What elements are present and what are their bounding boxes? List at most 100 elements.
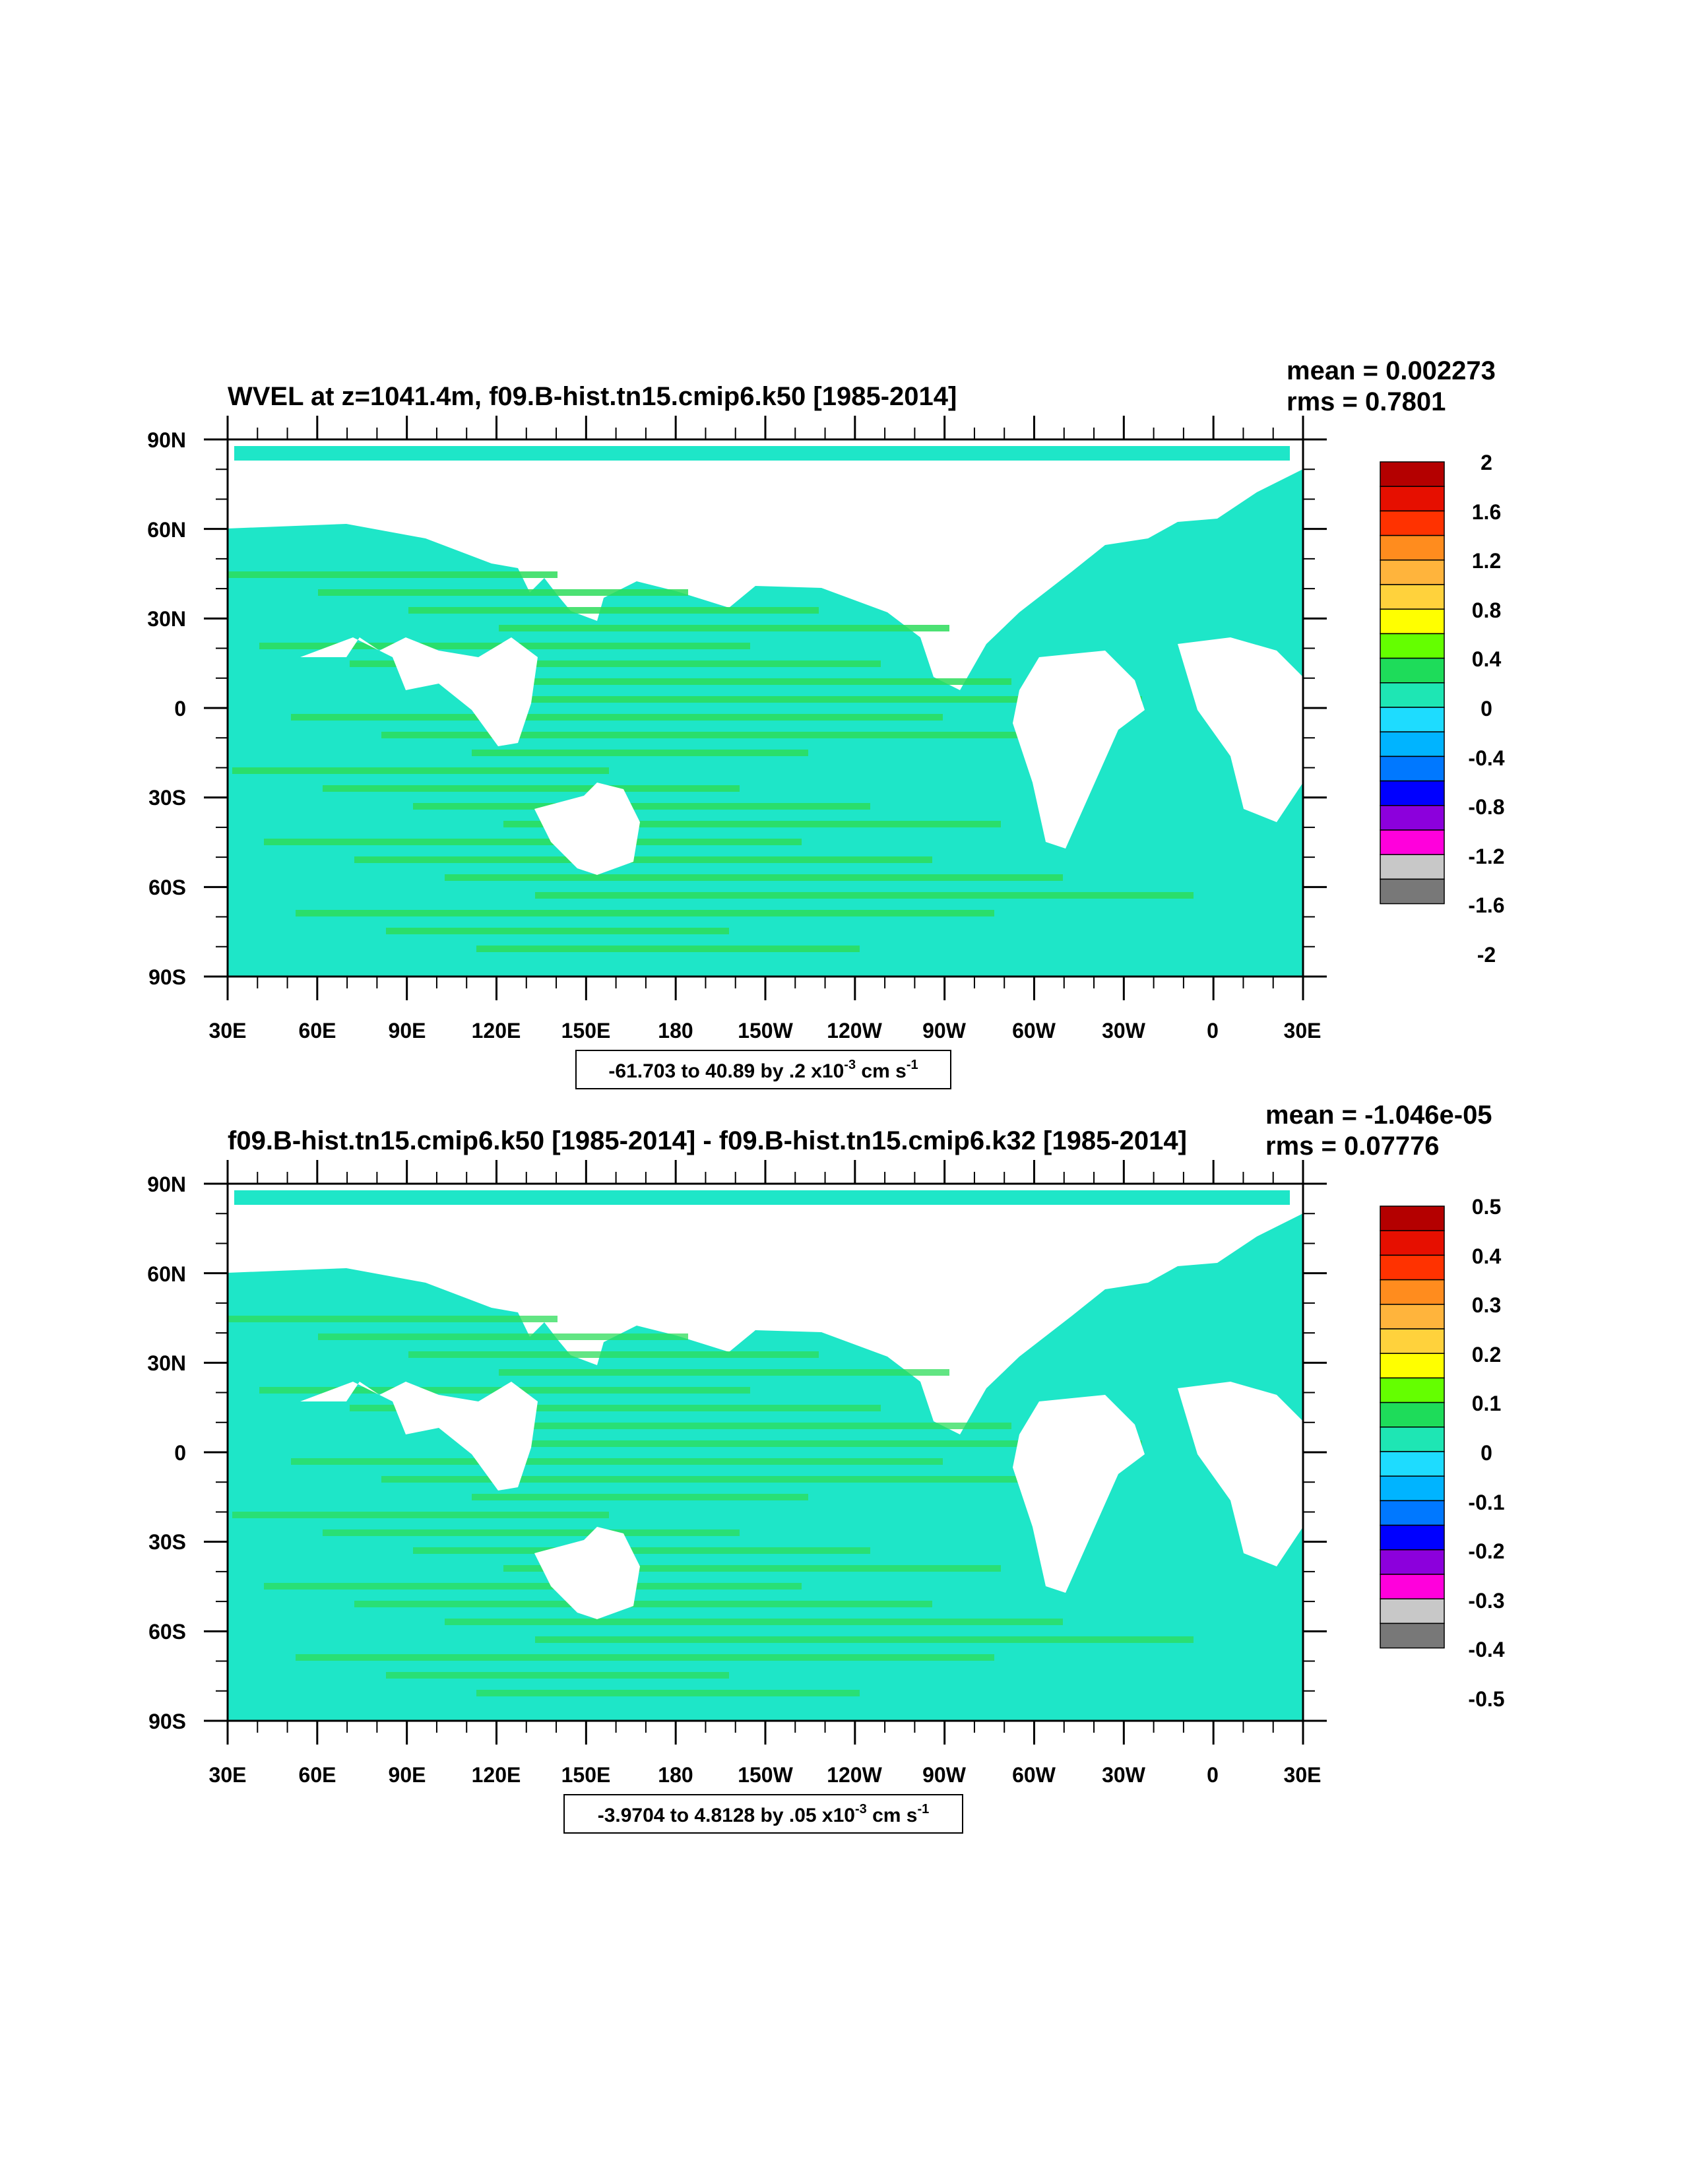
colorbar-swatch xyxy=(1380,1524,1445,1551)
lat-label: 30S xyxy=(148,786,186,810)
colorbar-label: -0.8 xyxy=(1468,795,1504,819)
contour-info-text: -61.703 to 40.89 by .2 x10 xyxy=(608,1060,844,1082)
panel-1: WVEL at z=1041.4m, f09.B-hist.tn15.cmip6… xyxy=(147,356,1505,1089)
colorbar-swatch xyxy=(1380,461,1445,487)
colorbar-swatch xyxy=(1380,878,1445,905)
ocean-band xyxy=(381,732,1073,738)
ocean-band xyxy=(445,874,1063,881)
lat-label: 60N xyxy=(147,1262,186,1286)
colorbar-label: -2 xyxy=(1477,943,1496,967)
ocean-band xyxy=(408,607,819,614)
panel-1-mean: mean = 0.002273 xyxy=(1287,356,1496,385)
colorbar-swatch xyxy=(1380,707,1445,732)
colorbar-label: 1.6 xyxy=(1472,500,1501,524)
lon-label: 90W xyxy=(922,1763,967,1787)
panel-2-lon-labels: 30E 60E 90E 120E 150E 180 150W 120W 90W … xyxy=(209,1763,1322,1787)
colorbar-label: 2 xyxy=(1481,451,1492,474)
colorbar-label: 0.4 xyxy=(1472,1244,1502,1268)
panel-1-map xyxy=(228,439,1303,977)
colorbar-swatch xyxy=(1380,1328,1445,1354)
colorbar-swatch xyxy=(1380,510,1445,536)
ocean-band xyxy=(296,910,994,916)
colorbar-swatch xyxy=(1380,755,1445,782)
ocean-band xyxy=(386,1672,729,1679)
colorbar-label: -0.1 xyxy=(1468,1491,1504,1514)
colorbar-swatch xyxy=(1380,1377,1445,1403)
lat-label: 60S xyxy=(148,1620,186,1644)
panel-2-colorbar xyxy=(1380,1205,1445,1649)
colorbar-swatch xyxy=(1380,657,1445,684)
panel-1-colorbar xyxy=(1380,461,1445,905)
land-mass xyxy=(1178,1382,1303,1566)
lon-label: 30E xyxy=(209,1763,247,1787)
ocean-band xyxy=(476,1690,860,1696)
ocean-band xyxy=(499,1369,949,1376)
svg-text:-61.703 to 40.89 by .2 x10-3 c: -61.703 to 40.89 by .2 x10-3 cm s-1 xyxy=(608,1058,918,1082)
ocean-band xyxy=(472,750,808,756)
panel-1-ocean-field xyxy=(228,446,1303,977)
land-mass xyxy=(534,1527,640,1619)
panel-2-title: f09.B-hist.tn15.cmip6.k50 [1985-2014] - … xyxy=(228,1126,1187,1155)
panel-2: f09.B-hist.tn15.cmip6.k50 [1985-2014] - … xyxy=(147,1101,1505,1834)
colorbar-swatch xyxy=(1380,1500,1445,1526)
lat-label: 90N xyxy=(147,428,186,452)
panel-2-ocean-field xyxy=(228,1190,1303,1721)
panel-1-lat-labels: 90N 60N 30N 0 30S 60S 90S xyxy=(147,428,186,989)
colorbar-label: 0 xyxy=(1481,1441,1492,1465)
colorbar-label: -0.4 xyxy=(1468,1638,1504,1661)
lat-label: 60S xyxy=(148,876,186,899)
colorbar-swatch xyxy=(1380,805,1445,831)
colorbar-swatch xyxy=(1380,486,1445,512)
contour-info-unit: cm s xyxy=(856,1060,907,1082)
ocean-band xyxy=(264,839,802,845)
ocean-band xyxy=(264,1583,802,1590)
lon-label: 60E xyxy=(299,1019,336,1043)
ocean-band xyxy=(530,696,1142,703)
colorbar-label: -0.4 xyxy=(1468,746,1504,770)
arctic-ocean xyxy=(234,1190,1290,1205)
lon-label: 60E xyxy=(299,1763,336,1787)
colorbar-swatch xyxy=(1380,1475,1445,1502)
lon-label: 30E xyxy=(209,1019,247,1043)
ocean-band xyxy=(323,785,740,792)
colorbar-swatch xyxy=(1380,534,1445,561)
colorbar-swatch xyxy=(1380,1549,1445,1575)
ocean-band xyxy=(228,571,558,578)
panel-1-lon-labels: 30E 60E 90E 120E 150E 180 150W 120W 90W … xyxy=(209,1019,1322,1043)
ocean-band xyxy=(499,625,949,631)
lon-label: 150W xyxy=(738,1763,793,1787)
colorbar-label: 0.4 xyxy=(1472,647,1502,671)
lat-label: 90S xyxy=(148,1710,186,1733)
colorbar-label: 0.3 xyxy=(1472,1293,1501,1317)
ocean-band xyxy=(503,821,1001,827)
colorbar-label: -0.3 xyxy=(1468,1589,1504,1613)
panel-2-contour-info: -3.9704 to 4.8128 by .05 x10-3 cm s-1 xyxy=(563,1794,963,1834)
lon-label: 150E xyxy=(561,1763,611,1787)
lat-label: 90S xyxy=(148,965,186,989)
ocean-band xyxy=(323,1529,740,1536)
ocean-band xyxy=(440,1423,1011,1429)
ocean-region xyxy=(228,469,1303,977)
ocean-band xyxy=(445,1619,1063,1625)
colorbar-swatch xyxy=(1380,1230,1445,1256)
lon-label: 90E xyxy=(389,1019,426,1043)
colorbar-swatch xyxy=(1380,780,1445,806)
ocean-band xyxy=(354,856,932,863)
colorbar-swatch xyxy=(1380,633,1445,659)
lon-label: 90E xyxy=(389,1763,426,1787)
ocean-region xyxy=(228,1213,1303,1721)
colorbar-swatch xyxy=(1380,682,1445,708)
colorbar-swatch xyxy=(1380,1279,1445,1305)
colorbar-label: 0.1 xyxy=(1472,1392,1501,1415)
ocean-band xyxy=(408,1351,819,1358)
lon-label: 30E xyxy=(1284,1763,1322,1787)
colorbar-swatch xyxy=(1380,854,1445,880)
contour-info-exponent: -3 xyxy=(855,1802,867,1816)
panel-2-contour-info-box xyxy=(563,1794,963,1834)
colorbar-label: 0.8 xyxy=(1472,598,1501,622)
ocean-band xyxy=(228,1316,558,1322)
ocean-band xyxy=(291,714,943,721)
lon-label: 30W xyxy=(1102,1019,1146,1043)
lon-label: 60W xyxy=(1012,1019,1056,1043)
colorbar-label: 1.2 xyxy=(1472,549,1501,573)
